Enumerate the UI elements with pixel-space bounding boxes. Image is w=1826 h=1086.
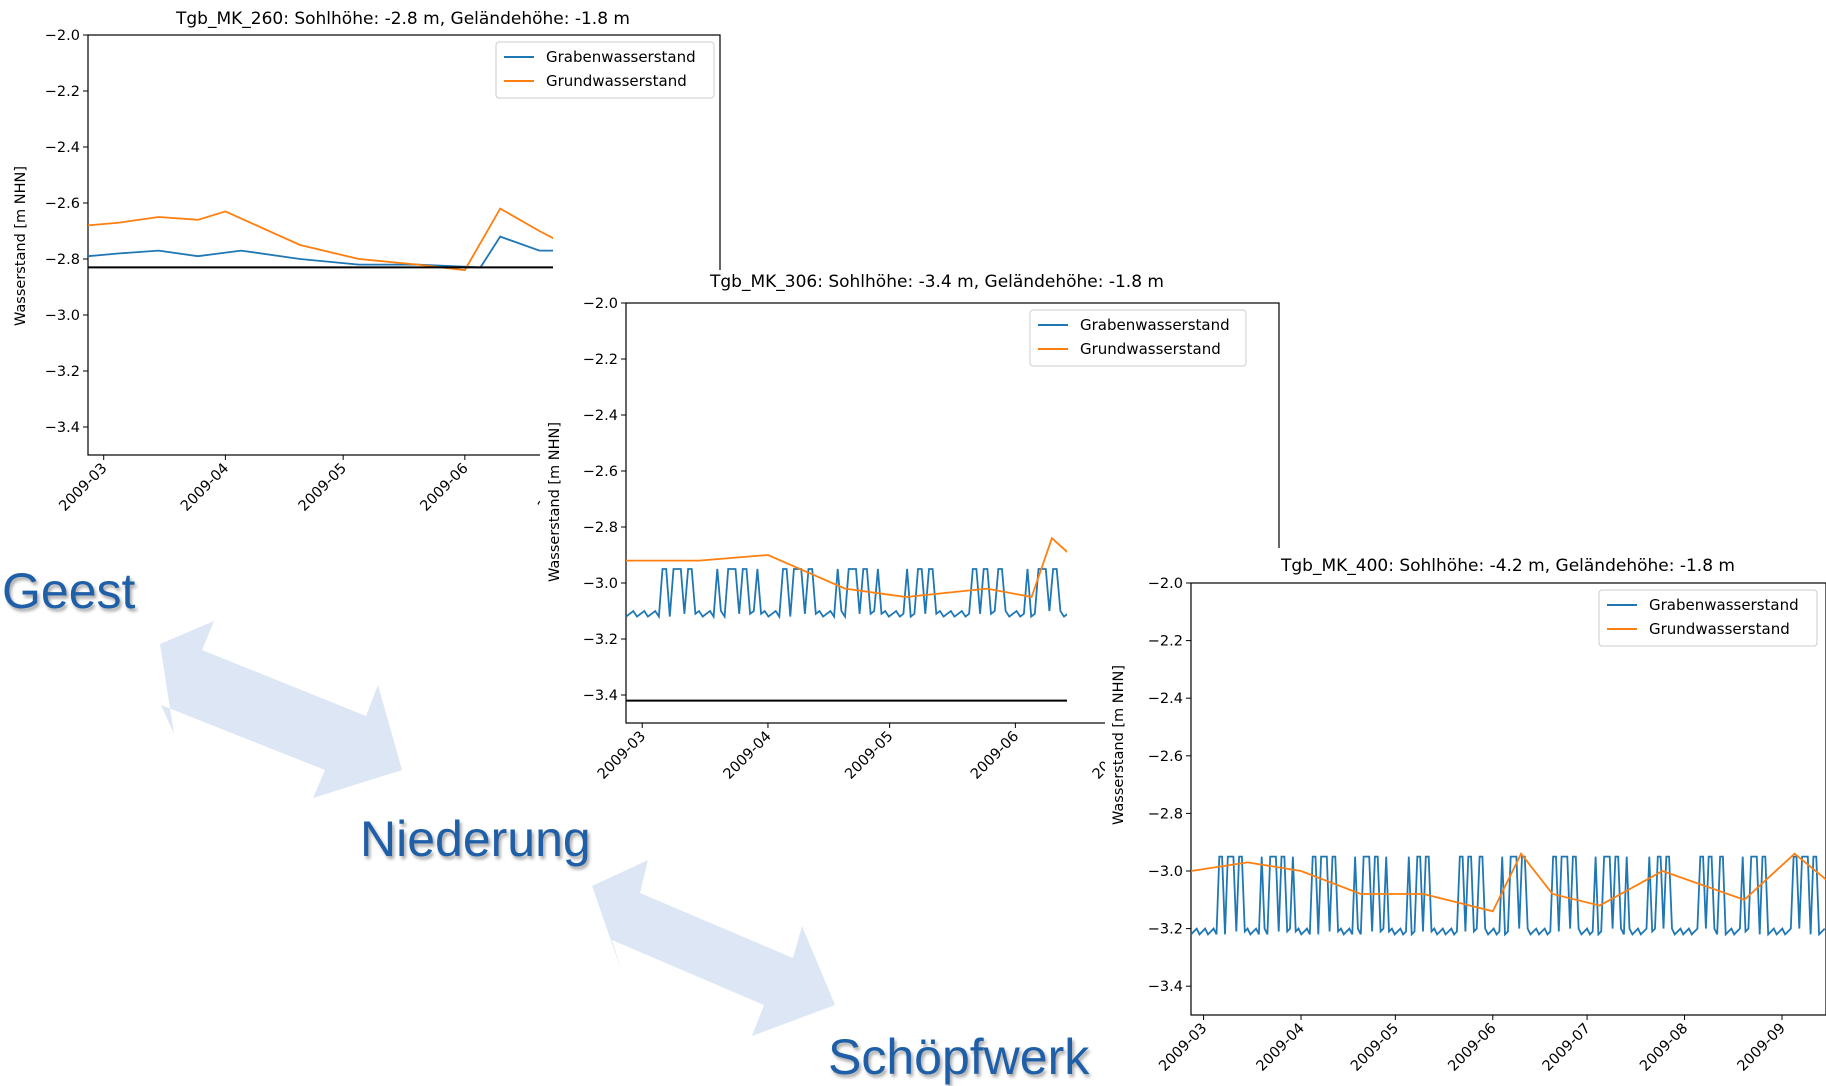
x-tick-label: 2009-06 xyxy=(418,461,472,515)
legend: Grabenwasserstand Grundwasserstand xyxy=(1029,309,1247,367)
legend-box xyxy=(1029,309,1247,367)
plot-area xyxy=(88,207,553,272)
y-tick-label: −3.2 xyxy=(1148,922,1183,938)
plot-frame xyxy=(1190,582,1826,1016)
x-tick-label: 2009-04 xyxy=(1254,1021,1308,1075)
chart-title: Tgb_MK_306: Sohlhöhe: -3.4 m, Geländehöh… xyxy=(709,272,1164,292)
x-tick-label: 2009-03 xyxy=(56,461,110,515)
chart-title: Tgb_MK_260: Sohlhöhe: -2.8 m, Geländehöh… xyxy=(175,9,630,29)
x-tick-label: 2009-07 xyxy=(1540,1021,1594,1075)
chart-400-svg: Tgb_MK_400: Sohlhöhe: -4.2 m, Geländehöh… xyxy=(1111,556,1826,1075)
legend: Grabenwasserstand Grundwasserstand xyxy=(495,41,715,99)
y-axis-label: Wasserstand [m NHN] xyxy=(547,422,563,582)
chart-body: −2.0 −2.2 −2.4 −2.6 −2.8 −3.0 −3.2 −3.4 2009-03 2… xyxy=(1148,576,1826,1075)
schoepfwerk-label: Schöpfwerk xyxy=(828,1029,1090,1085)
y-tick-label: −2.6 xyxy=(45,196,80,212)
x-tick-label: 2009-03 xyxy=(595,729,649,783)
plot-area xyxy=(1191,852,1826,937)
x-tick-label: 2009-03 xyxy=(1156,1021,1210,1075)
y-tick-label: −3.0 xyxy=(1148,864,1183,880)
niederung-schoepfwerk-arrow xyxy=(592,860,835,1036)
y-tick-label: −3.4 xyxy=(45,420,80,436)
x-tick-label: 2009-05 xyxy=(1348,1021,1402,1075)
y-tick-label: −2.4 xyxy=(45,140,80,156)
y-tick-label: −2.8 xyxy=(45,252,80,268)
x-tick-label: 2009-05 xyxy=(842,729,896,783)
y-tick-label: −2.6 xyxy=(1148,749,1183,765)
y-axis-label: Wasserstand [m NHN] xyxy=(1111,665,1127,825)
series-line-graben xyxy=(88,235,553,269)
series-line-grund xyxy=(626,536,1067,599)
y-tick-label: −2.6 xyxy=(583,464,618,480)
geest-niederung-arrow xyxy=(160,621,402,798)
y-tick-label: −2.4 xyxy=(1148,691,1183,707)
y-tick-label: −2.2 xyxy=(45,84,80,100)
legend-label: Grabenwasserstand xyxy=(546,48,696,66)
x-tick-label: 2009-06 xyxy=(1445,1021,1499,1075)
series-line-graben xyxy=(626,568,1067,620)
y-tick-label: −2.2 xyxy=(1148,634,1183,650)
chart-tgb-mk-400: Tgb_MK_400: Sohlhöhe: -4.2 m, Geländehöh… xyxy=(1105,548,1826,1083)
legend-label: Grabenwasserstand xyxy=(1080,316,1230,334)
y-tick-label: −3.4 xyxy=(583,688,618,704)
y-tick-label: −2.4 xyxy=(583,408,618,424)
legend-label: Grundwasserstand xyxy=(1649,620,1790,638)
y-tick-label: −3.2 xyxy=(583,632,618,648)
y-tick-label: −2.8 xyxy=(1148,806,1183,822)
x-tick-label: 2009-09 xyxy=(1735,1021,1789,1075)
legend-box xyxy=(495,41,715,99)
legend-label: Grabenwasserstand xyxy=(1649,596,1799,614)
plot-frame xyxy=(625,302,1280,724)
plot-area xyxy=(626,536,1067,702)
x-tick-label: 2009-04 xyxy=(178,461,232,515)
y-tick-label: −3.0 xyxy=(583,576,618,592)
series-line-graben xyxy=(1191,855,1826,937)
y-tick-label: −2.2 xyxy=(583,352,618,368)
x-tick-label: 2009-05 xyxy=(296,461,350,515)
x-tick-label: 2009-06 xyxy=(968,729,1022,783)
y-tick-label: −2.0 xyxy=(1148,576,1183,592)
y-tick-label: −2.0 xyxy=(45,28,80,44)
y-tick-label: −3.0 xyxy=(45,308,80,324)
chart-title: Tgb_MK_400: Sohlhöhe: -4.2 m, Geländehöh… xyxy=(1280,556,1735,576)
plot-frame xyxy=(87,34,721,456)
y-tick-label: −2.8 xyxy=(583,520,618,536)
y-tick-label: −3.2 xyxy=(45,364,80,380)
niederung-label: Niederung xyxy=(360,811,591,867)
x-tick-label: 2009-08 xyxy=(1637,1021,1691,1075)
legend: Grabenwasserstand Grundwasserstand xyxy=(1598,589,1818,647)
x-tick-label: 2009-04 xyxy=(721,729,775,783)
legend-box xyxy=(1598,589,1818,647)
y-axis-label: Wasserstand [m NHN] xyxy=(13,166,29,326)
chart-306-svg: Tgb_MK_306: Sohlhöhe: -3.4 m, Geländehöh… xyxy=(547,272,1280,783)
y-tick-label: −3.4 xyxy=(1148,979,1183,995)
series-line-grund xyxy=(88,207,553,272)
series-line-grund xyxy=(1191,852,1826,913)
geest-label: Geest xyxy=(2,563,136,619)
legend-label: Grundwasserstand xyxy=(1080,340,1221,358)
legend-label: Grundwasserstand xyxy=(546,72,687,90)
y-tick-label: −2.0 xyxy=(583,296,618,312)
